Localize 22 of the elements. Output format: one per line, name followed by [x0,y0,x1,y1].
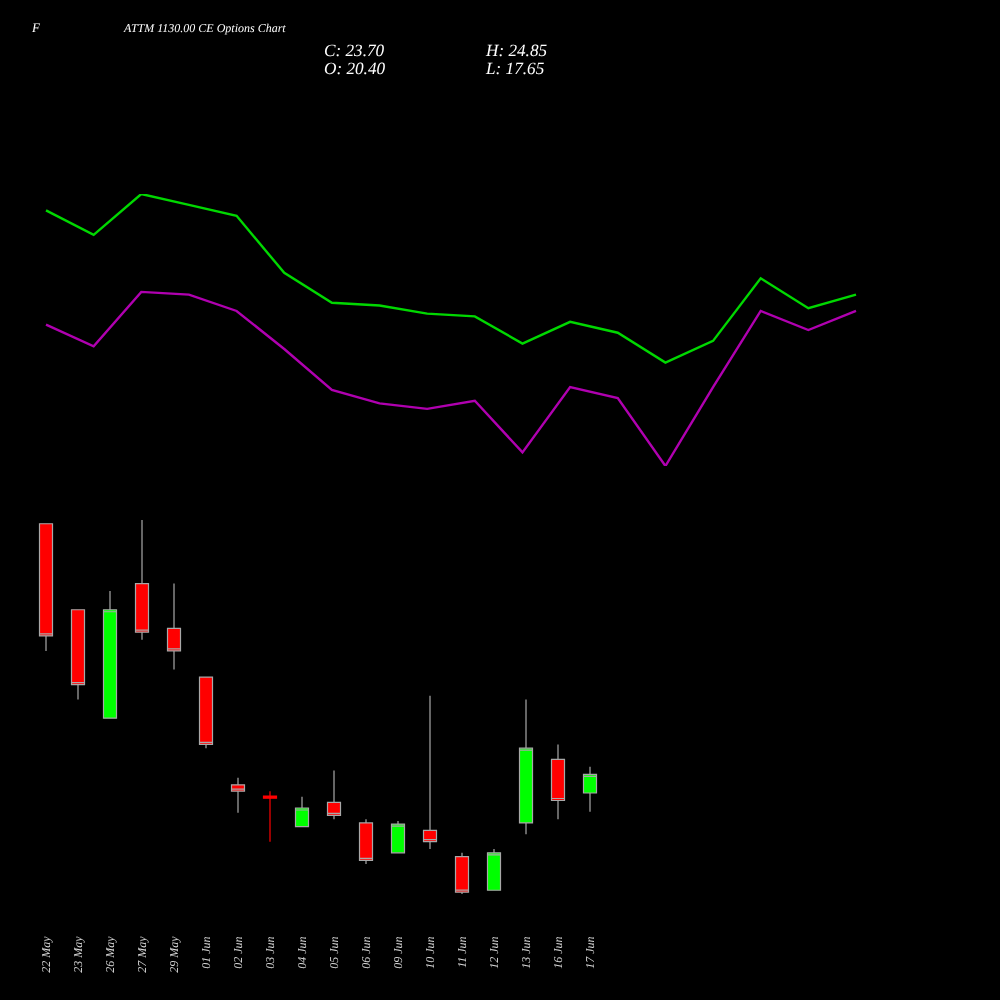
candlestick [358,818,374,865]
candlestick [550,743,566,820]
text: O: 20.40 [324,58,387,78]
candlestick [390,820,406,854]
candlestick [518,698,534,835]
text: H: 24.85 [484,40,549,60]
text: C: 23.70 [324,40,386,60]
candlestick [166,582,182,671]
candlestick [102,590,118,719]
text: L: 17.65 [484,58,546,78]
candlestick [134,520,150,641]
candlestick [230,777,246,814]
candlestick [70,609,86,701]
candlestick [262,790,278,843]
candlestick [294,796,310,828]
candlestick [486,848,502,891]
candlestick [582,766,598,813]
candlestick [454,852,470,894]
candlestick [326,769,342,820]
candlestick [38,523,54,652]
candlestick [198,676,214,749]
candlestick [422,695,438,850]
